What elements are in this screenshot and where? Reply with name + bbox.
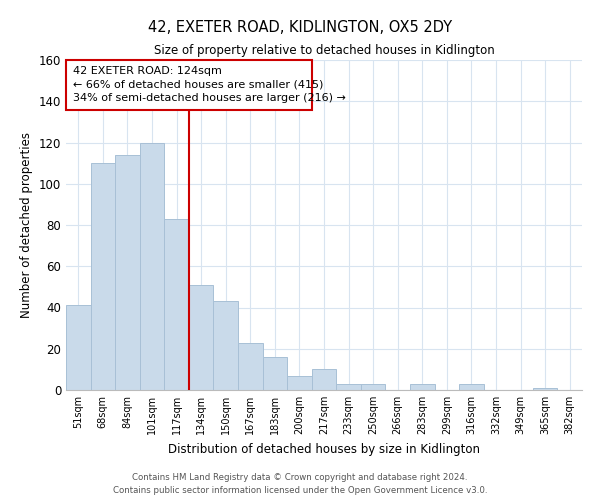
Title: Size of property relative to detached houses in Kidlington: Size of property relative to detached ho… xyxy=(154,44,494,58)
Bar xyxy=(263,357,287,390)
Bar xyxy=(140,142,164,390)
Bar xyxy=(66,306,91,390)
Text: Contains HM Land Registry data © Crown copyright and database right 2024.
Contai: Contains HM Land Registry data © Crown c… xyxy=(113,474,487,495)
Y-axis label: Number of detached properties: Number of detached properties xyxy=(20,132,33,318)
Bar xyxy=(312,370,336,390)
Bar xyxy=(410,384,434,390)
Bar xyxy=(533,388,557,390)
Bar xyxy=(336,384,361,390)
X-axis label: Distribution of detached houses by size in Kidlington: Distribution of detached houses by size … xyxy=(168,442,480,456)
Bar xyxy=(287,376,312,390)
Bar xyxy=(238,342,263,390)
Text: 34% of semi-detached houses are larger (216) →: 34% of semi-detached houses are larger (… xyxy=(73,93,346,103)
Bar xyxy=(361,384,385,390)
Text: ← 66% of detached houses are smaller (415): ← 66% of detached houses are smaller (41… xyxy=(73,80,324,90)
Bar xyxy=(164,219,189,390)
Bar xyxy=(115,155,140,390)
Bar xyxy=(214,302,238,390)
Text: 42 EXETER ROAD: 124sqm: 42 EXETER ROAD: 124sqm xyxy=(73,66,222,76)
Text: 42, EXETER ROAD, KIDLINGTON, OX5 2DY: 42, EXETER ROAD, KIDLINGTON, OX5 2DY xyxy=(148,20,452,35)
Bar xyxy=(459,384,484,390)
Bar xyxy=(189,285,214,390)
Bar xyxy=(66,60,312,110)
Bar xyxy=(91,163,115,390)
